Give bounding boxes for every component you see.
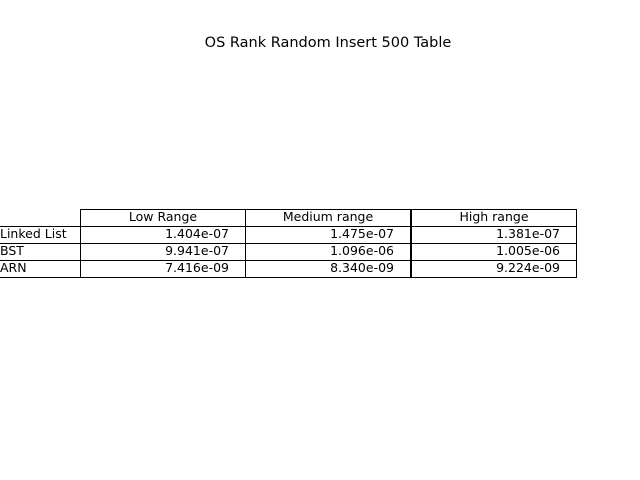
table-cell-value: 8.340e-09 [330, 260, 394, 275]
table-cell-value: 1.381e-07 [496, 226, 560, 241]
column-header-label: High range [459, 209, 529, 224]
column-header-label: Medium range [282, 209, 374, 224]
chart-title: OS Rank Random Insert 500 Table [204, 35, 452, 51]
column-header-label: Low Range [128, 209, 198, 224]
table-cell-value: 1.404e-07 [165, 226, 229, 241]
row-label: BST [0, 243, 24, 258]
row-label: ARN [0, 260, 27, 275]
table-cell-value: 1.096e-06 [330, 243, 394, 258]
table-cell [411, 260, 577, 278]
table-cell [245, 260, 411, 278]
row-label: Linked List [0, 226, 67, 241]
table-cell-value: 1.005e-06 [496, 243, 560, 258]
table-cell-value: 9.941e-07 [165, 243, 229, 258]
table-cell-value: 9.224e-09 [496, 260, 560, 275]
table-cell-value: 1.475e-07 [330, 226, 394, 241]
table-cell-value: 7.416e-09 [165, 260, 229, 275]
